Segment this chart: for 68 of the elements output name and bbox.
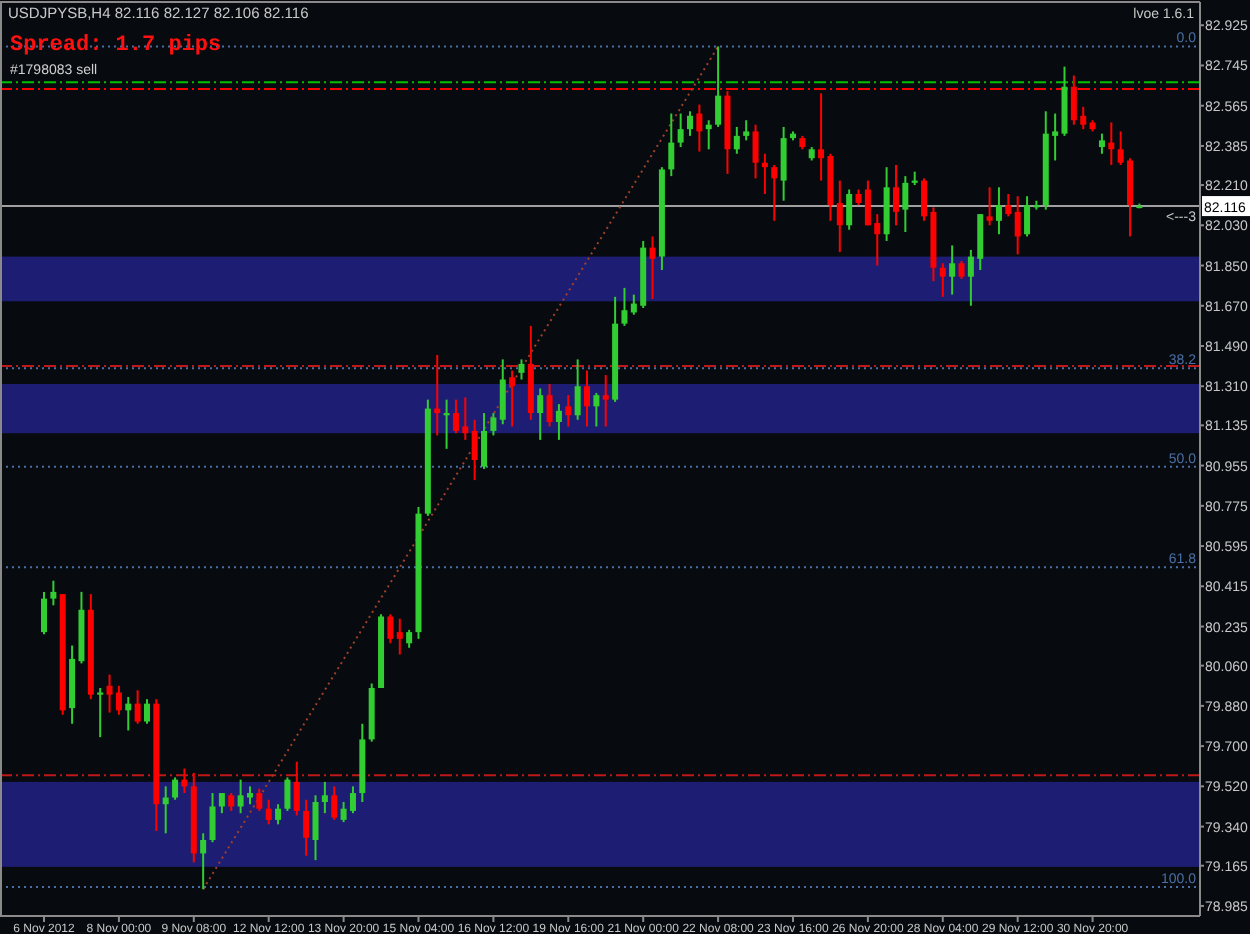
candlestick [1108,121,1115,166]
candlestick [995,186,1002,236]
candlestick [303,798,310,857]
candlestick [733,125,740,155]
candlestick [275,803,282,826]
candlestick [172,776,179,801]
candlestick [50,579,57,607]
candlestick [593,391,600,428]
candlestick [97,687,104,739]
candlestick [574,358,581,421]
candlestick [200,832,207,891]
candlestick [284,776,291,812]
candlestick [780,125,787,202]
candlestick [265,798,272,826]
candlestick [771,163,778,222]
candlestick [902,175,909,233]
candlestick [949,244,956,296]
candlestick [892,163,899,227]
candlestick [715,45,722,128]
candlestick [41,590,47,636]
candlestick [443,398,450,450]
candlestick [696,103,703,153]
candlestick [471,418,478,482]
annotation: Spread: 1.7 pips [10,34,222,58]
candlestick [162,785,169,835]
candlestick [1061,65,1068,137]
candlestick [846,188,853,231]
candlestick [312,794,319,862]
candlestick [499,358,506,426]
candlestick [677,112,684,149]
candlestick [752,123,759,180]
candlestick [1024,195,1031,238]
candlestick [687,110,694,137]
candlestick [939,262,946,298]
candlestick [143,698,150,725]
candlestick [668,112,675,178]
candlestick [565,394,572,428]
candlestick [518,358,525,381]
candlestick [387,613,394,645]
candlestick [115,684,122,716]
candlestick [256,787,263,812]
candlestick [986,186,993,227]
candlestick [649,235,656,301]
candlestick [602,374,609,428]
candlestick [555,403,562,441]
candlestick [293,760,300,817]
candlestick [1005,193,1012,218]
candlestick [349,785,356,815]
candlestick [836,179,843,254]
candlestick [509,369,516,428]
candlestick [218,792,225,815]
candlestick [396,617,403,656]
candlestick [1014,195,1021,256]
candlestick [209,792,216,844]
candlestick [743,119,750,142]
candlestick [1098,132,1105,155]
candlestick [134,689,141,725]
candlestick [331,785,338,821]
candlestick [584,369,591,428]
candlestick [546,383,553,428]
candlestick [321,780,328,815]
candlestick [621,286,628,327]
candlestick [537,387,544,441]
candlestick [125,695,132,732]
candlestick [181,767,188,795]
candlestick [481,412,488,470]
candlestick [490,412,497,437]
candlestick [883,166,890,242]
